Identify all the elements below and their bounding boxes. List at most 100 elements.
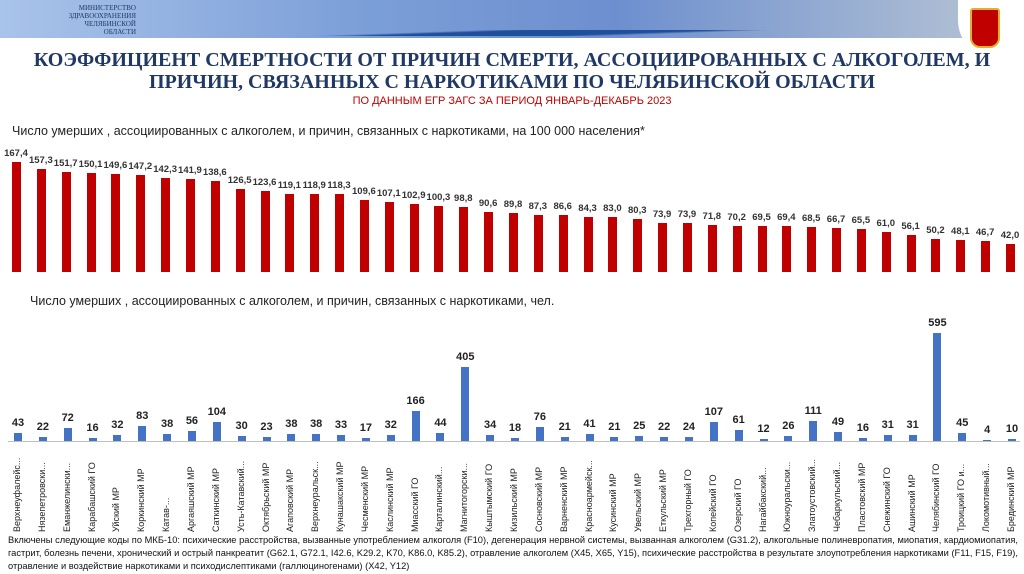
bar bbox=[585, 433, 594, 441]
data-label: 89,8 bbox=[503, 198, 523, 210]
bar bbox=[86, 173, 96, 272]
data-label: 104 bbox=[207, 406, 226, 419]
bar bbox=[1008, 439, 1016, 441]
bar bbox=[484, 212, 494, 272]
page-title: КОЭФФИЦИЕНТ СМЕРТНОСТИ ОТ ПРИЧИН СМЕРТИ,… bbox=[33, 49, 991, 93]
chart2-title: Число умерших , ассоциированных с алкого… bbox=[30, 294, 555, 308]
bar bbox=[36, 168, 46, 272]
ministry-line: ЗДРАВООХРАНЕНИЯ bbox=[68, 12, 136, 20]
bar bbox=[38, 437, 47, 441]
x-tick-label: Кизильский МР bbox=[509, 468, 519, 532]
x-tick-label: Нагайбакский... bbox=[757, 467, 768, 532]
data-label: 12 bbox=[757, 422, 770, 435]
bar bbox=[1006, 244, 1015, 272]
bar bbox=[608, 217, 618, 272]
x-tick-label: Миасский ГО bbox=[409, 477, 420, 532]
data-label: 90,6 bbox=[478, 198, 498, 210]
x-tick-label: Южноуральски... bbox=[782, 461, 793, 532]
data-label: 30 bbox=[235, 419, 248, 432]
data-label: 98,8 bbox=[454, 193, 473, 205]
data-label: 24 bbox=[682, 420, 696, 433]
bar bbox=[535, 427, 544, 441]
bar bbox=[486, 434, 495, 441]
bar bbox=[63, 427, 72, 441]
bar bbox=[533, 214, 543, 272]
data-label: 45 bbox=[956, 416, 969, 429]
x-tick-label: Уйский МР bbox=[111, 487, 122, 532]
bar bbox=[881, 231, 891, 272]
x-tick-label: Аргаяшский МР bbox=[185, 466, 196, 532]
data-label: 123,6 bbox=[252, 176, 277, 188]
data-label: 69,5 bbox=[752, 212, 771, 224]
x-tick-label: Брединский МР bbox=[1006, 466, 1016, 532]
bar bbox=[88, 438, 97, 441]
bar bbox=[908, 435, 917, 441]
bar bbox=[386, 435, 395, 441]
chart2-axis bbox=[8, 441, 1020, 442]
data-label: 41 bbox=[583, 417, 596, 430]
x-tick-label: Сосновский МР bbox=[533, 466, 544, 532]
bar bbox=[312, 434, 321, 441]
bar bbox=[359, 199, 369, 272]
data-label: 34 bbox=[484, 418, 497, 431]
bar bbox=[709, 421, 718, 441]
bar bbox=[682, 223, 692, 272]
bar bbox=[809, 420, 818, 441]
bar bbox=[782, 226, 792, 272]
x-tick-label: Снежинский ГО bbox=[881, 467, 892, 532]
data-label: 48,1 bbox=[951, 226, 970, 238]
data-label: 166 bbox=[406, 394, 425, 407]
data-label: 22 bbox=[657, 421, 671, 433]
data-label: 17 bbox=[359, 421, 373, 434]
bar bbox=[434, 206, 444, 272]
data-label: 141,9 bbox=[178, 164, 202, 176]
bar bbox=[832, 228, 842, 272]
x-tick-label: Чесменский МР bbox=[359, 465, 370, 532]
bar bbox=[684, 436, 693, 441]
data-label: 38 bbox=[285, 418, 298, 431]
bar bbox=[237, 435, 246, 441]
x-tick-label: Еткульский МР bbox=[658, 469, 669, 532]
data-label: 4 bbox=[984, 423, 991, 436]
x-tick-label: Саткинский МР bbox=[210, 468, 221, 532]
x-tick-label: Агаповский МР bbox=[285, 468, 296, 532]
bar bbox=[235, 188, 245, 272]
x-tick-label: Катав-... bbox=[161, 497, 172, 532]
x-tick-label: Ашинский МР bbox=[906, 474, 917, 532]
bar bbox=[411, 410, 420, 441]
x-tick-label: Коркинский МР bbox=[136, 468, 147, 532]
bar bbox=[111, 173, 121, 272]
data-label: 405 bbox=[456, 351, 475, 364]
data-label: 46,7 bbox=[975, 227, 995, 239]
x-tick-label: Карталинский... bbox=[434, 466, 445, 532]
data-label: 109,6 bbox=[352, 185, 376, 197]
x-tick-label: Увельский МР bbox=[633, 472, 644, 532]
data-label: 56 bbox=[185, 414, 199, 427]
x-tick-label: Троицкий ГО и... bbox=[956, 463, 967, 532]
data-label: 102,9 bbox=[401, 190, 426, 202]
bar bbox=[511, 437, 519, 441]
data-label: 83,0 bbox=[603, 203, 622, 215]
data-label: 70,2 bbox=[727, 211, 746, 223]
bar bbox=[163, 434, 172, 441]
data-label: 32 bbox=[111, 419, 124, 432]
bar bbox=[161, 178, 171, 272]
data-label: 100,3 bbox=[426, 192, 451, 204]
bar bbox=[384, 201, 394, 272]
header-banner bbox=[0, 0, 1024, 38]
data-label: 21 bbox=[558, 421, 571, 434]
bar bbox=[933, 333, 942, 441]
data-label: 118,3 bbox=[327, 180, 351, 192]
bar bbox=[113, 435, 122, 441]
data-label: 38 bbox=[310, 418, 323, 431]
data-label: 151,7 bbox=[53, 158, 78, 170]
bar bbox=[262, 436, 271, 441]
x-tick-label: Нязепетровски... bbox=[36, 462, 47, 532]
data-label: 150,1 bbox=[78, 159, 103, 171]
data-label: 10 bbox=[1005, 423, 1019, 436]
data-label: 66,7 bbox=[826, 214, 846, 226]
data-label: 31 bbox=[881, 419, 894, 432]
data-label: 84,3 bbox=[578, 202, 597, 214]
bar bbox=[335, 194, 345, 272]
bar bbox=[285, 193, 295, 272]
